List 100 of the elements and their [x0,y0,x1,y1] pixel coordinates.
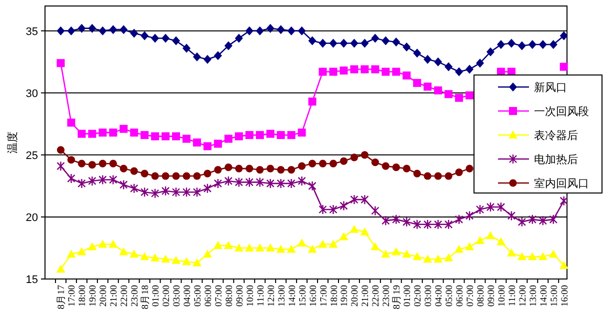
point [140,31,149,40]
point [202,250,212,258]
point [244,243,254,252]
point [360,38,369,48]
point [382,216,390,226]
point [318,38,327,48]
point [528,40,536,49]
point [150,188,160,198]
point [120,25,128,34]
x-tick-label: 13:00 [528,284,539,307]
point [455,168,463,176]
point [298,128,306,137]
point [67,26,76,36]
point [109,160,117,168]
point [287,178,296,189]
point [424,54,432,64]
point [466,91,474,100]
point [496,40,505,49]
point [78,24,86,33]
point [402,71,411,80]
point [413,219,422,230]
y-tick-label: 35 [26,26,38,38]
point [329,38,338,48]
point [98,128,107,137]
point [350,224,359,233]
point [213,240,222,249]
x-tick-label: 15:00 [298,284,308,307]
point [392,68,400,76]
point [256,131,264,140]
point [172,132,180,140]
point [255,243,264,252]
point [192,52,201,62]
point [329,204,338,215]
point [298,162,306,170]
point [392,214,400,225]
point [518,216,526,228]
point [371,34,380,43]
point [140,252,150,260]
x-tick-label: 07:00 [214,284,224,307]
point [549,40,558,49]
point [402,250,412,258]
point [454,244,464,253]
point [276,25,285,34]
x-tick-label: 23:00 [382,284,392,307]
point [162,132,170,140]
point [528,214,537,225]
point [413,78,422,87]
x-tick-label: 21:00 [110,284,120,307]
point [444,219,453,230]
point [382,36,390,46]
point [287,26,296,36]
point [245,177,254,188]
point [120,164,128,172]
point [476,204,484,215]
point [56,146,65,154]
x-tick-label: 04:00 [183,284,194,307]
point [402,216,411,228]
point [423,219,432,230]
point [172,36,180,46]
legend-label: 新风口 [534,81,567,94]
x-tick-label: 16:00 [308,284,319,307]
point [130,128,138,137]
point [298,26,306,36]
point [412,252,422,260]
y-tick-label: 30 [26,88,38,100]
x-tick-label: 03:00 [172,284,183,307]
point [77,247,86,256]
point [560,196,568,206]
point [140,170,148,178]
point [402,164,410,172]
point [151,172,159,180]
point [67,156,76,164]
point [109,128,118,137]
point [256,177,264,188]
point [150,253,160,262]
point [444,62,453,72]
x-tick-label: 18:00 [330,284,340,307]
point [486,231,495,240]
point [67,173,76,184]
point [371,158,379,166]
point [340,200,348,211]
x-tick-label: 10:00 [497,284,508,307]
point [193,172,201,180]
point [486,202,495,212]
point [182,44,191,53]
legend-label: 表冷器后 [534,129,578,142]
point [276,178,285,189]
x-tick-label: 8月19 [392,284,403,310]
point [67,118,76,127]
point [465,210,474,221]
point [235,164,243,172]
point [496,237,506,246]
x-tick-label: 10:00 [246,284,256,307]
point [266,164,274,172]
point [466,164,474,172]
x-tick-label: 14:00 [539,284,550,307]
point [192,258,202,266]
point [276,244,286,253]
point [560,62,568,71]
point [246,164,254,172]
